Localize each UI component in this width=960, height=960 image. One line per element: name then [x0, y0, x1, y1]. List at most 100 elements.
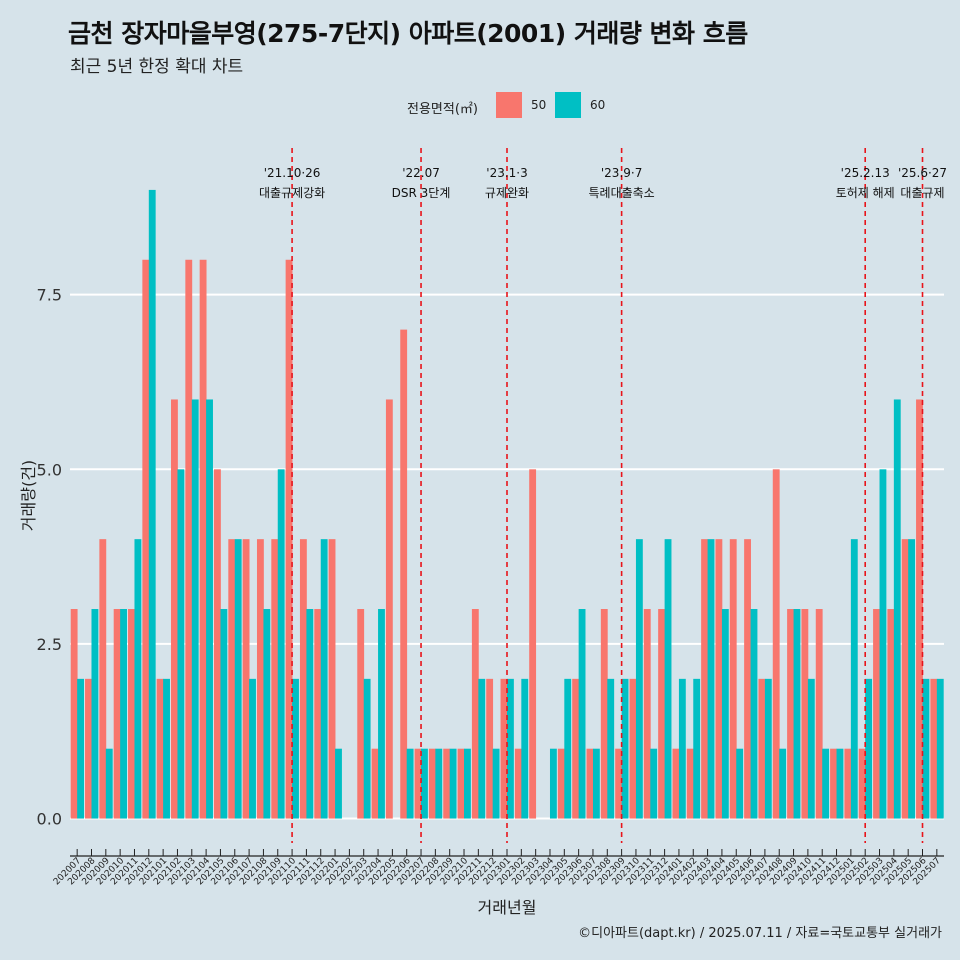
- bar-60-202106: [234, 539, 242, 819]
- y-tick-label: 2.5: [37, 635, 62, 654]
- bar-60-202504: [893, 399, 901, 819]
- bar-60-202505: [908, 539, 916, 819]
- bar-50-202212: [486, 678, 494, 819]
- bar-50-202302: [514, 748, 522, 819]
- bar-60-202407: [764, 678, 772, 819]
- bar-60-202304: [549, 748, 557, 819]
- bar-50-202405: [729, 539, 737, 819]
- bar-60-202403: [707, 539, 715, 819]
- bar-50-202307: [586, 748, 594, 819]
- bar-60-202401: [678, 678, 686, 819]
- bar-60-202011: [134, 539, 142, 819]
- bar-60-202503: [879, 469, 887, 819]
- bar-60-202012: [148, 189, 156, 819]
- event-label: 특례대출축소: [588, 186, 654, 200]
- bar-50-202012: [142, 259, 150, 819]
- bar-60-202406: [750, 609, 758, 819]
- bar-60-202210: [464, 748, 471, 819]
- bar-50-202305: [557, 748, 565, 819]
- bar-60-202312: [664, 539, 672, 819]
- bar-60-202204: [378, 609, 385, 819]
- bar-60-202111: [306, 609, 314, 819]
- bar-60-202306: [578, 609, 586, 819]
- legend-title: 전용면적(㎡): [407, 102, 478, 117]
- bar-50-202309: [615, 748, 623, 819]
- bar-50-202110: [285, 259, 293, 819]
- bar-50-202201: [328, 539, 336, 819]
- bar-60-202308: [607, 678, 615, 819]
- bar-50-202506: [916, 399, 923, 819]
- bar-60-202502: [865, 678, 873, 819]
- bar-60-202207: [421, 748, 428, 819]
- bar-50-202412: [830, 748, 837, 819]
- y-tick-label: 5.0: [37, 460, 62, 479]
- bar-50-202207: [414, 748, 422, 819]
- legend: 전용면적(㎡) 50 60: [0, 92, 960, 122]
- legend-label-60: 60: [590, 98, 606, 112]
- bar-50-202312: [658, 609, 666, 819]
- bar-60-202410: [807, 678, 815, 819]
- bar-60-202412: [836, 748, 844, 819]
- bar-60-202404: [721, 609, 729, 819]
- bar-60-202203: [363, 678, 371, 819]
- bar-60-202409: [793, 609, 801, 819]
- bar-50-202308: [600, 609, 608, 819]
- bar-50-202507: [930, 678, 938, 819]
- bar-50-202107: [242, 539, 250, 819]
- event-date: '23.1·3: [486, 166, 527, 180]
- bar-50-202204: [371, 748, 379, 819]
- bar-60-202501: [850, 539, 858, 819]
- bar-50-202105: [214, 469, 221, 819]
- bar-50-202505: [901, 539, 909, 819]
- bar-60-202010: [120, 609, 127, 819]
- bar-50-202211: [471, 609, 479, 819]
- bar-60-202211: [478, 678, 486, 819]
- bar-50-202406: [744, 539, 751, 819]
- bar-50-202011: [128, 609, 135, 819]
- bar-50-202009: [99, 539, 107, 819]
- bar-60-202307: [592, 748, 600, 819]
- bar-50-202203: [357, 609, 365, 819]
- bar-50-202208: [428, 748, 436, 819]
- bar-60-202007: [77, 678, 85, 819]
- legend-swatch-50: [496, 92, 522, 118]
- bar-60-202201: [335, 748, 342, 819]
- bar-50-202303: [529, 469, 537, 819]
- bar-60-202506: [922, 678, 930, 819]
- bar-60-202212: [492, 748, 500, 819]
- bar-50-202101: [156, 678, 164, 819]
- bar-50-202111: [299, 539, 307, 819]
- bar-50-202103: [185, 259, 193, 819]
- bar-60-202101: [163, 678, 170, 819]
- bar-50-202311: [643, 609, 651, 819]
- x-axis-title: 거래년월: [478, 898, 537, 917]
- bar-50-202404: [715, 539, 723, 819]
- bar-50-202205: [385, 399, 393, 819]
- bar-50-202501: [844, 748, 852, 819]
- bar-50-202106: [228, 539, 236, 819]
- bar-50-202301: [500, 678, 508, 819]
- bar-50-202104: [199, 259, 207, 819]
- bar-50-202010: [113, 609, 121, 819]
- event-label: 규제완화: [485, 186, 529, 200]
- event-date: '25.2.13: [841, 166, 890, 180]
- bar-50-202408: [772, 469, 780, 819]
- bar-50-202108: [256, 539, 264, 819]
- bar-50-202402: [686, 748, 694, 819]
- bar-60-202309: [621, 678, 629, 819]
- bar-60-202107: [249, 678, 256, 819]
- bar-50-202209: [443, 748, 451, 819]
- bar-60-202408: [779, 748, 787, 819]
- bar-60-202402: [693, 678, 701, 819]
- bar-50-202403: [701, 539, 708, 819]
- bar-60-202301: [507, 678, 514, 819]
- bar-50-202206: [400, 329, 408, 819]
- event-date: '21.10·26: [264, 166, 321, 180]
- bar-60-202109: [277, 469, 285, 819]
- y-axis-title: 거래량(건): [19, 460, 38, 531]
- bar-60-202209: [449, 748, 457, 819]
- bar-60-202009: [105, 748, 113, 819]
- event-date: '23.9·7: [601, 166, 642, 180]
- bar-60-202208: [435, 748, 443, 819]
- bar-60-202405: [736, 748, 744, 819]
